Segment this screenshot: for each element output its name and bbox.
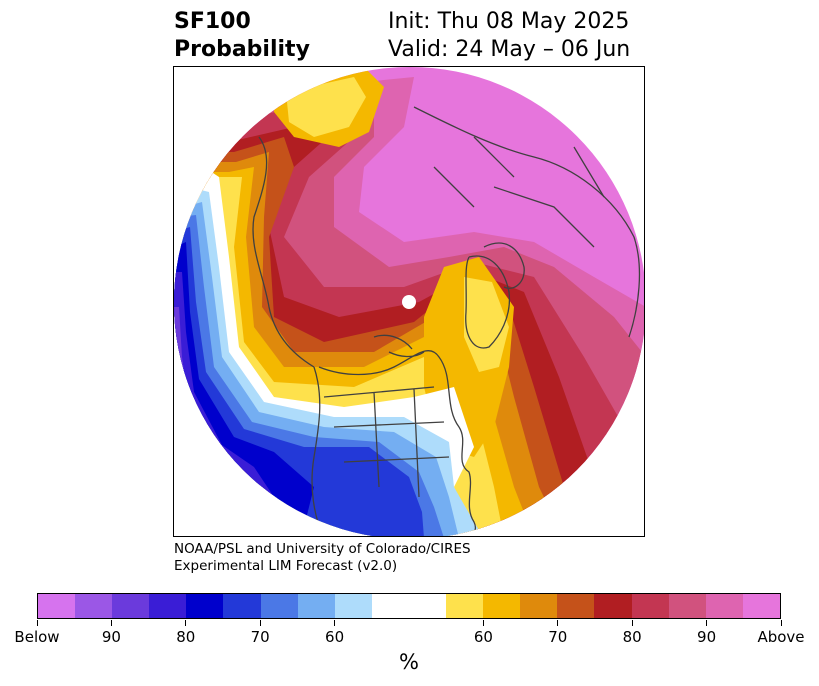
colorbar-segment <box>520 594 558 618</box>
colorbar-segment <box>149 594 187 618</box>
colorbar-segment <box>408 594 447 618</box>
colorbar-tick-label: Below <box>14 628 60 646</box>
coast-pacific <box>311 366 325 536</box>
title-valid-range: Valid: 24 May – 06 Jun <box>388 37 631 62</box>
colorbar-segment <box>446 594 484 618</box>
colorbar-segment <box>112 594 150 618</box>
probability-field <box>174 67 644 536</box>
colorbar-tick-label: 80 <box>622 628 642 646</box>
colorbar-tick-label: 90 <box>101 628 121 646</box>
colorbar-tick-mark <box>334 620 336 626</box>
colorbar-segment <box>38 594 76 618</box>
colorbar-segment <box>371 594 409 618</box>
colorbar-tick-mark <box>631 620 633 626</box>
field-above-50-hudson <box>464 277 509 372</box>
colorbar-segment <box>742 594 780 618</box>
chart-title-left: SF100 Probability <box>174 8 310 64</box>
colorbar-segment <box>705 594 743 618</box>
colorbar-tick-mark <box>259 620 261 626</box>
colorbar-tick-label: 70 <box>250 628 270 646</box>
title-variable: Probability <box>174 37 310 62</box>
colorbar-segment <box>223 594 261 618</box>
colorbar-tick-mark <box>780 620 782 626</box>
colorbar-tick-mark <box>482 620 484 626</box>
colorbar-segment <box>483 594 521 618</box>
title-product: SF100 <box>174 9 251 34</box>
colorbar-tick-mark <box>110 620 112 626</box>
colorbar <box>37 593 781 619</box>
coast-archipelago <box>373 334 425 358</box>
probability-map <box>174 67 644 536</box>
coast-north-america <box>318 350 476 536</box>
credit-line-2: Experimental LIM Forecast (v2.0) <box>174 558 398 574</box>
colorbar-tick-label: 60 <box>325 628 345 646</box>
colorbar-tick-mark <box>557 620 559 626</box>
map-panel <box>173 66 645 537</box>
credits: NOAA/PSL and University of Colorado/CIRE… <box>174 541 471 575</box>
coast-scandinavia <box>483 242 525 289</box>
credit-line-1: NOAA/PSL and University of Colorado/CIRE… <box>174 541 471 557</box>
title-init-date: Init: Thu 08 May 2025 <box>388 9 630 34</box>
colorbar-tick-label: 90 <box>697 628 717 646</box>
field-above-50-pacific <box>286 77 366 137</box>
coast-eurasia <box>413 106 641 338</box>
colorbar-segment <box>186 594 224 618</box>
colorbar-segment <box>260 594 298 618</box>
colorbar-segment <box>557 594 595 618</box>
colorbar-unit: % <box>399 650 419 674</box>
north-pole-marker <box>402 295 416 309</box>
colorbar-tick-mark <box>36 620 38 626</box>
chart-title-right: Init: Thu 08 May 2025 Valid: 24 May – 06… <box>388 8 630 64</box>
colorbar-segment <box>297 594 335 618</box>
colorbar-tick-label: 80 <box>176 628 196 646</box>
colorbar-tick-mark <box>706 620 708 626</box>
colorbar-tick-label: 70 <box>548 628 568 646</box>
colorbar-segment <box>75 594 113 618</box>
colorbar-segment <box>594 594 632 618</box>
borders-us <box>323 386 450 498</box>
colorbar-tick-label: 60 <box>473 628 493 646</box>
coast-alaska <box>252 136 315 368</box>
colorbar-segment <box>334 594 372 618</box>
coast-greenland <box>465 255 511 349</box>
borders-eurasia <box>433 136 605 248</box>
colorbar-segment <box>668 594 706 618</box>
colorbar-segment <box>631 594 669 618</box>
colorbar-tick-mark <box>185 620 187 626</box>
colorbar-tick-label: Above <box>757 628 805 646</box>
coastlines <box>252 106 641 536</box>
